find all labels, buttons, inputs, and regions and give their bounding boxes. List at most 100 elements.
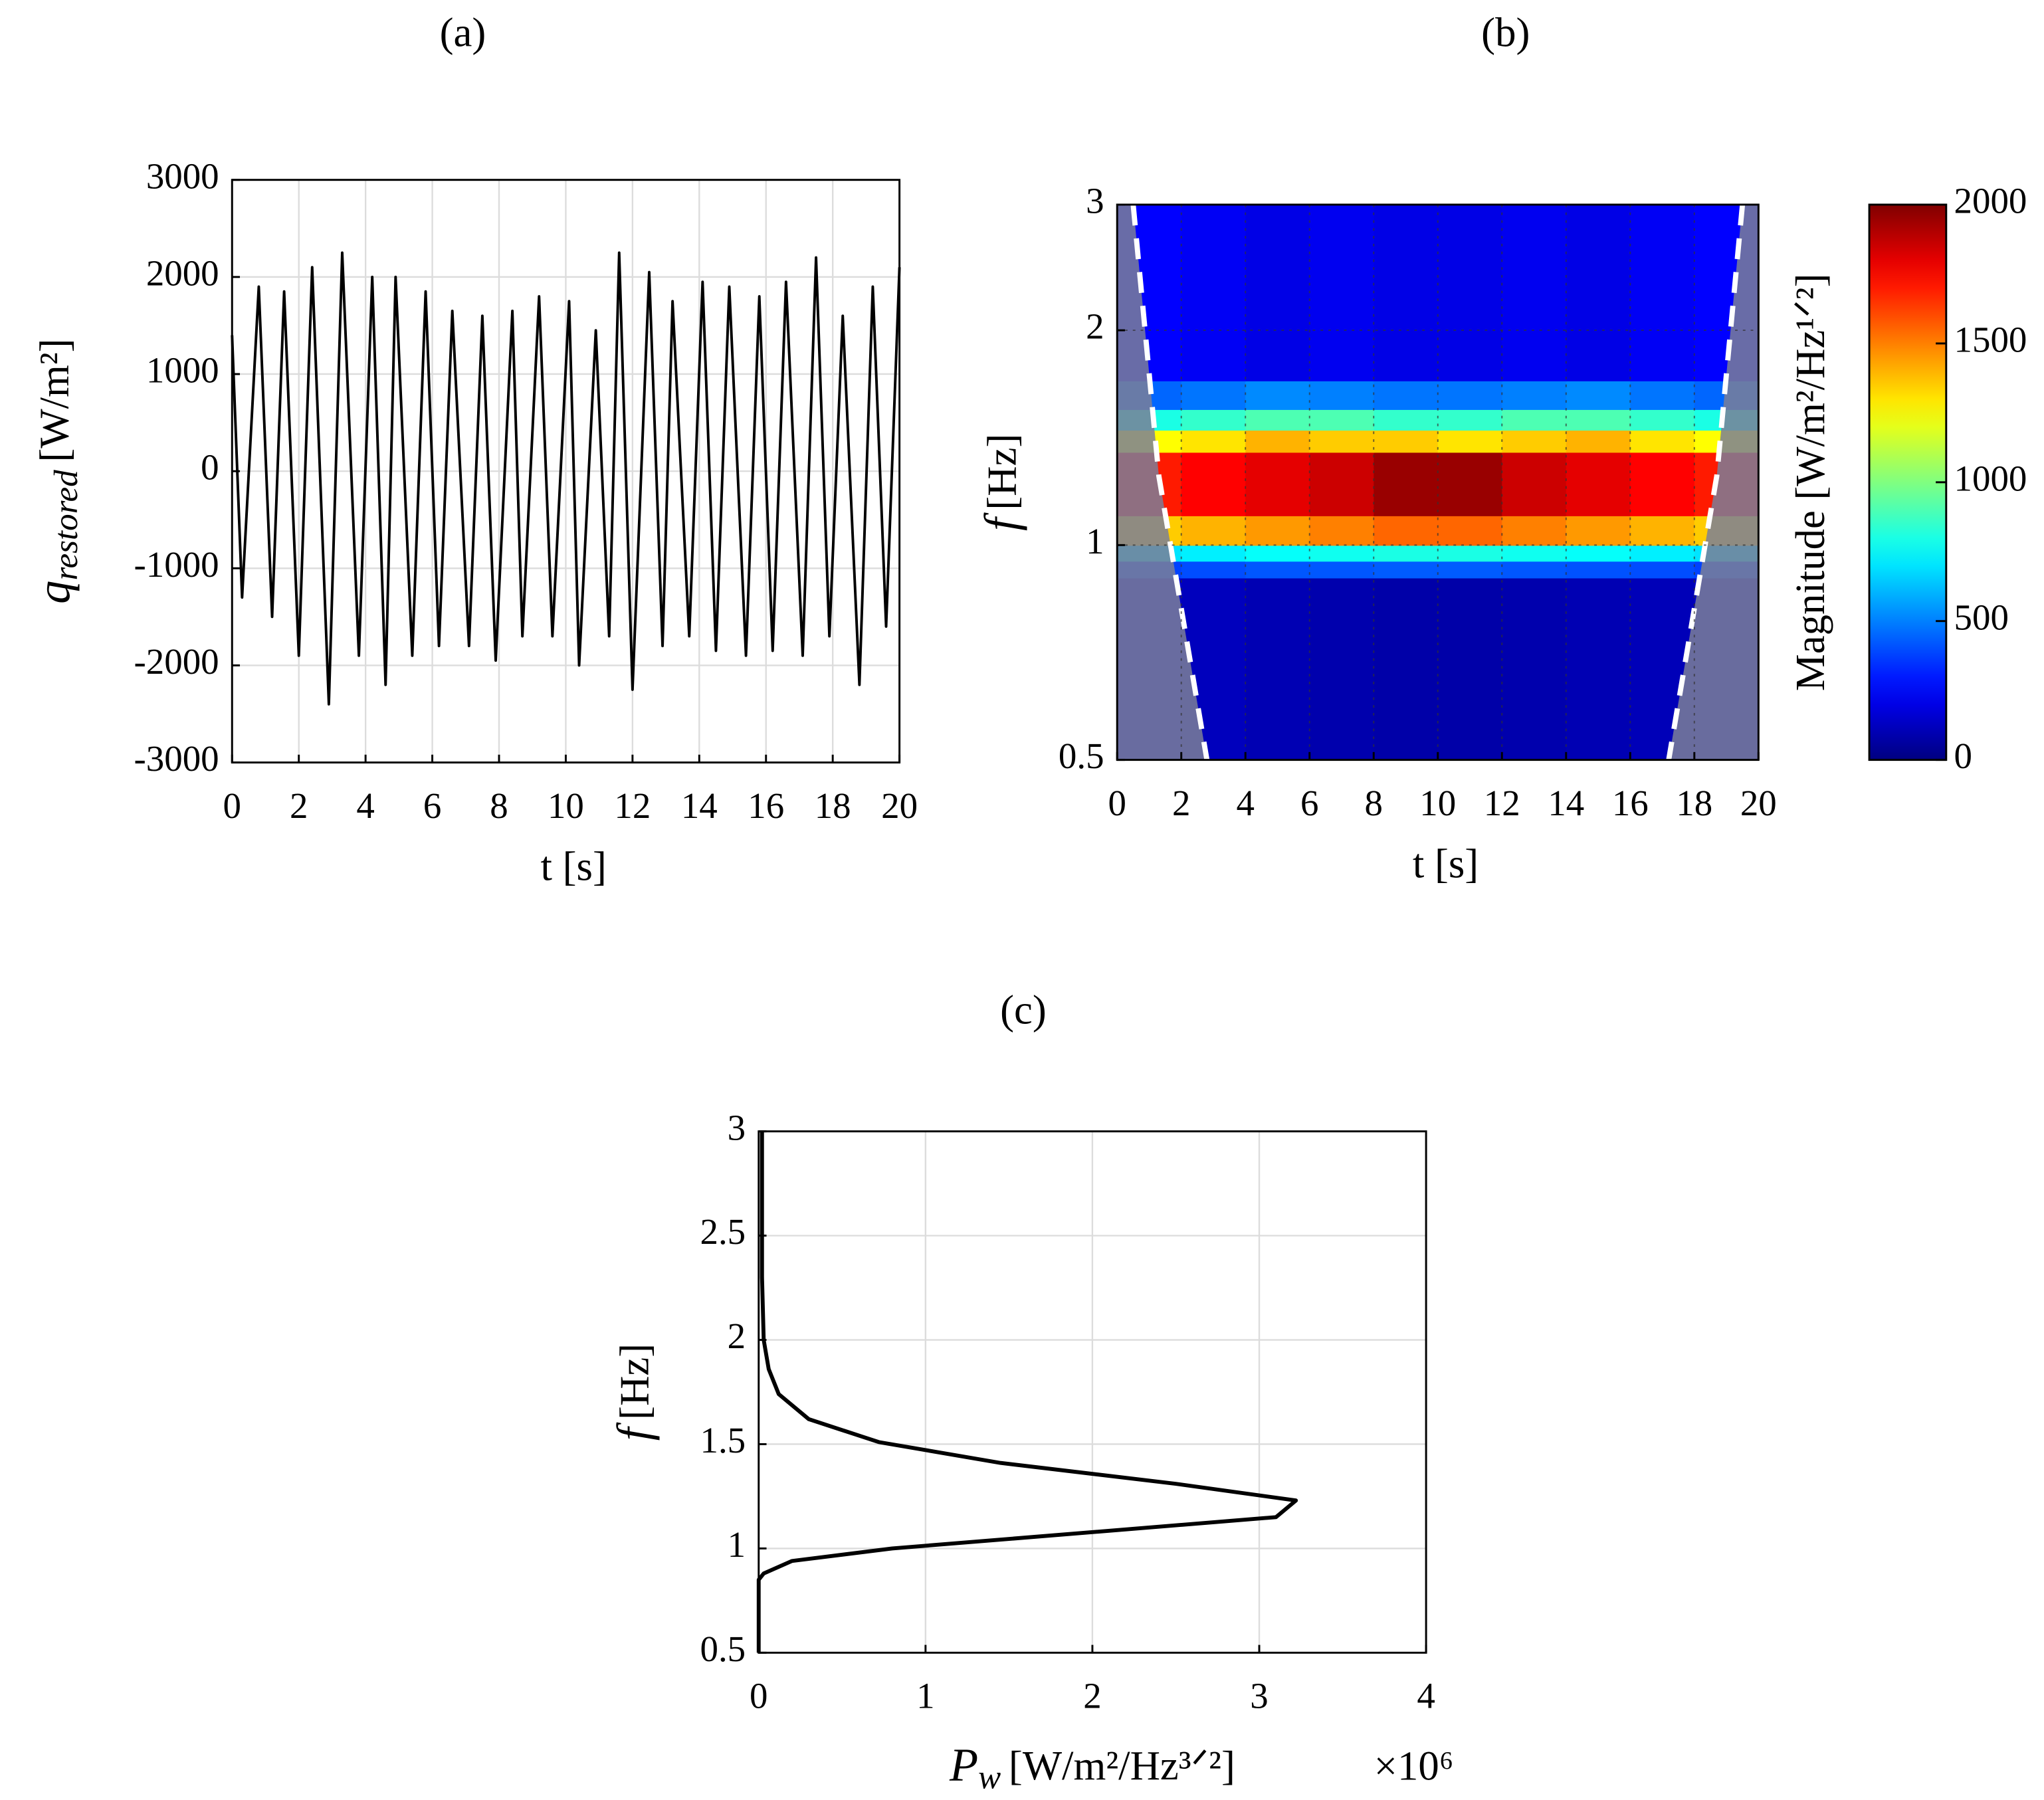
heatmap-cell [1437, 409, 1503, 431]
x-tick-label: 0 [223, 785, 241, 826]
heatmap-cell [1181, 430, 1247, 453]
axis-label: t [s] [1413, 841, 1479, 887]
x-tick-label: 10 [1419, 783, 1456, 823]
heatmap-cell [1245, 204, 1310, 381]
x-tick-label: 20 [881, 785, 918, 826]
heatmap-cell [1630, 545, 1695, 562]
y-tick-label: 1 [1086, 521, 1104, 561]
colorbar-tick-label: 500 [1954, 597, 2009, 637]
heatmap-cell [1245, 545, 1310, 562]
label-symbol: q [29, 581, 80, 604]
x-tick-label: 10 [548, 785, 584, 826]
y-tick-label: 0.5 [1059, 736, 1104, 776]
axis-label: qrestored [W/m²] [29, 338, 85, 603]
coi-shade [1669, 204, 1759, 760]
heatmap-cell [1502, 430, 1567, 453]
label-subscript: w [978, 1759, 1001, 1796]
heatmap-cell [1502, 515, 1567, 546]
x-tick-label: 12 [1484, 783, 1520, 823]
coi-line [1666, 204, 1746, 761]
heatmap-cell [1437, 204, 1503, 381]
x-tick-label: 3 [1250, 1676, 1268, 1716]
heatmap-cell [1309, 515, 1375, 546]
y-tick-label: 2000 [146, 252, 219, 293]
heatmap-cell [1630, 409, 1695, 431]
x-tick-label: 4 [1236, 783, 1254, 823]
heatmap-cell [1245, 561, 1310, 579]
heatmap-cell [1437, 561, 1503, 579]
x-tick-label: 2 [1083, 1676, 1101, 1716]
x-tick-label: 4 [356, 785, 374, 826]
axis-label: t [s] [541, 843, 607, 890]
heatmap-cell [1437, 577, 1503, 761]
heatmap-cell [1566, 204, 1631, 381]
heatmap-cell [1566, 577, 1631, 761]
heatmap-cell [1502, 409, 1567, 431]
label-unit: t [s] [1413, 841, 1479, 887]
x-tick-label: 2 [1172, 783, 1190, 823]
x-tick-label: 4 [1417, 1676, 1435, 1716]
heatmap-cell [1374, 409, 1439, 431]
y-tick-label: -3000 [134, 738, 219, 779]
label-unit: [W/m²] [31, 338, 78, 462]
y-tick-label: -1000 [134, 544, 219, 585]
heatmap-cell [1374, 561, 1439, 579]
heatmap-cell [1245, 452, 1310, 516]
heatmap-cell [1566, 561, 1631, 579]
heatmap-cell [1309, 380, 1375, 410]
panel: (b) 0 500 1000 1500 2000 Magnitude [W/m²/Hz¹ᐟ²… [1059, 9, 2027, 823]
colorbar [1868, 203, 1948, 761]
x-tick-label: 14 [681, 785, 718, 826]
heatmap-cell [1437, 545, 1503, 562]
label-subscript: restored [48, 470, 85, 581]
y-tick-label: 0.5 [700, 1629, 746, 1669]
colorbar-tick-label: 0 [1954, 736, 1972, 776]
panel: (a) 0 2 4 6 8 10 12 14 16 18 20 -3000 -2000 -1000 0 1000… [134, 9, 918, 825]
x-tick-label: 16 [1612, 783, 1649, 823]
y-tick-label: 2 [1086, 306, 1104, 347]
heatmap-cell [1245, 515, 1310, 546]
heatmap-cell [1309, 430, 1375, 453]
heatmap-cell [1630, 515, 1695, 546]
label-unit: [W/m²/Hz³ᐟ²] [1009, 1742, 1235, 1789]
label-symbol: f [608, 1422, 660, 1441]
x-tick-label: 2 [290, 785, 308, 826]
heatmap-cell [1630, 380, 1695, 410]
colorbar-tick-label: 1500 [1954, 319, 2027, 359]
label-symbol: f [976, 512, 1028, 531]
label-symbol: P [949, 1740, 978, 1791]
x-tick-label: 0 [1108, 783, 1126, 823]
panel-title: (c) [1000, 987, 1047, 1033]
coi-shade [1117, 204, 1207, 760]
heatmap-cell [1181, 561, 1247, 579]
heatmap-cell [1566, 452, 1631, 516]
label-unit: [Hz] [611, 1344, 658, 1420]
x-tick-label: 14 [1548, 783, 1584, 823]
heatmap-cell [1630, 430, 1695, 453]
x-tick-label: 16 [748, 785, 784, 826]
heatmap-cell [1502, 545, 1567, 562]
heatmap-cell [1502, 577, 1567, 761]
heatmap-cell [1309, 452, 1375, 516]
x-tick-label: 18 [815, 785, 851, 826]
heatmap-cell [1309, 577, 1375, 761]
heatmap-cell [1181, 204, 1247, 381]
heatmap-cell [1566, 430, 1631, 453]
y-tick-label: 0 [201, 447, 219, 488]
heatmap-cell [1437, 452, 1503, 516]
heatmap-cell [1566, 545, 1631, 562]
colorbar-tick-label: 1000 [1954, 458, 2027, 498]
x-exponent: ×10⁶ [1374, 1742, 1454, 1789]
heatmap-cell [1309, 545, 1375, 562]
axis-label: f [Hz] [976, 434, 1028, 531]
heatmap-cell [1437, 380, 1503, 410]
heatmap-cell [1374, 452, 1439, 516]
heatmap-cell [1309, 409, 1375, 431]
y-tick-label: 1000 [146, 350, 219, 391]
y-tick-label: 1 [728, 1524, 746, 1565]
heatmap-cell [1630, 452, 1695, 516]
colorbar-tick-label: 2000 [1954, 181, 2027, 221]
panel-title: (b) [1481, 9, 1530, 55]
colorbar-label: Magnitude [W/m²/Hz¹ᐟ²] [1787, 274, 1833, 692]
